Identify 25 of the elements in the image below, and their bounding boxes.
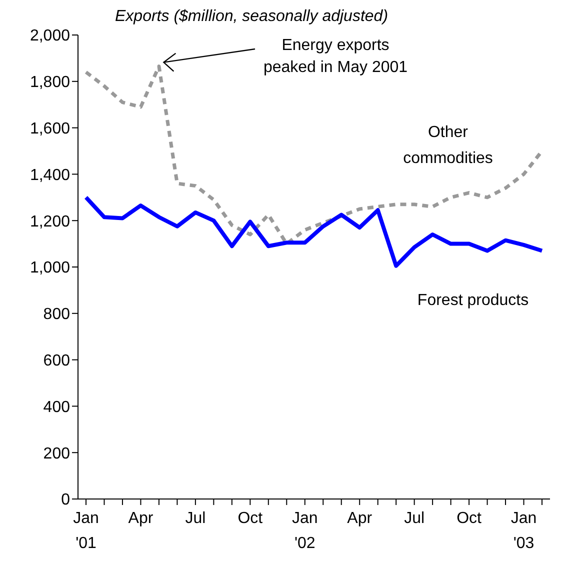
y-tick-label: 1,600 bbox=[30, 120, 70, 138]
y-tick-label: 0 bbox=[61, 492, 70, 509]
x-tick-label: Jul bbox=[404, 510, 425, 527]
x-tick-label: Apr bbox=[128, 510, 154, 527]
x-tick-label: Oct bbox=[456, 510, 482, 527]
y-tick-label: 400 bbox=[43, 398, 70, 416]
chart-title: Exports ($million, seasonally adjusted) bbox=[115, 8, 388, 26]
x-tick-label: Oct bbox=[238, 510, 264, 527]
annotation: Energy exports peaked in May 2001 bbox=[262, 36, 409, 78]
y-tick-label: 800 bbox=[43, 306, 70, 324]
x-tick-label: Apr bbox=[347, 510, 373, 527]
y-tick-label: 1,800 bbox=[30, 74, 70, 92]
y-tick-label: 200 bbox=[43, 445, 70, 462]
y-tick-label: 1,200 bbox=[30, 213, 70, 230]
y-tick-label: 2,000 bbox=[30, 28, 70, 45]
text: Forest products bbox=[416, 291, 530, 311]
y-tick-label: 1,000 bbox=[30, 260, 70, 277]
y-tick-label: 600 bbox=[43, 352, 70, 370]
y-tick-label: 1,400 bbox=[30, 166, 70, 184]
line-series bbox=[84, 195, 544, 268]
x-tick-label: Jul bbox=[185, 510, 206, 527]
x-tick-label: Jan '03 bbox=[510, 510, 537, 552]
x-tick-label: Jan '02 bbox=[292, 510, 318, 552]
x-tick-label: Jan '01 bbox=[73, 510, 99, 552]
series-label: Other commodities bbox=[402, 123, 494, 169]
